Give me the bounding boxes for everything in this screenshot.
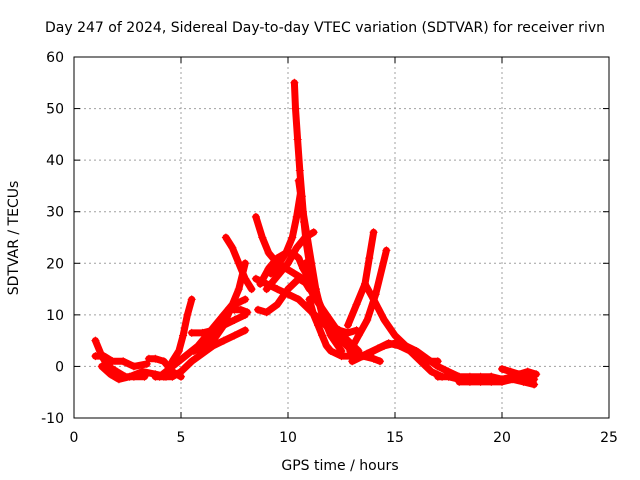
markers-arc-11 [221, 233, 256, 294]
x-axis-ticks: 0 5 10 15 20 25 [70, 57, 618, 446]
plot-frame [73, 56, 610, 419]
chart-title: Day 247 of 2024, Sidereal Day-to-day VTE… [45, 20, 605, 36]
markers-arc-4 [144, 354, 185, 381]
y-axis-label: SDTVAR / TECUs [6, 181, 22, 296]
markers-arc-21 [301, 259, 361, 337]
y-tick-label: 40 [46, 153, 64, 169]
series-arc-22 [305, 295, 356, 360]
gridlines [74, 57, 609, 418]
x-axis-label: GPS time / hours [281, 458, 398, 474]
series-arc-18 [267, 187, 305, 278]
y-tick-label: 0 [55, 359, 64, 375]
markers-arc-24 [346, 246, 391, 355]
y-axis-ticks: -10 0 10 20 30 40 50 60 [41, 50, 609, 427]
y-tick-label: 20 [46, 256, 64, 272]
y-tick-label: 10 [46, 308, 64, 324]
y-tick-label: 50 [46, 102, 64, 118]
y-tick-label: 30 [46, 205, 64, 221]
markers-arc-18 [266, 187, 305, 278]
markers-arc-5 [151, 326, 250, 381]
markers-arc-7 [168, 295, 196, 366]
markers-arc-12 [224, 305, 252, 317]
x-tick-label: 10 [279, 430, 297, 446]
markers-arc-2 [91, 352, 151, 371]
series-arc-20 [295, 177, 345, 355]
x-tick-label: 15 [386, 430, 404, 446]
y-tick-label: 60 [46, 50, 64, 66]
markers-arc-29 [455, 375, 539, 389]
x-tick-label: 25 [600, 430, 618, 446]
data-series-group [91, 79, 540, 388]
data-markers-group [91, 78, 541, 389]
markers-arc-30 [498, 365, 541, 379]
x-tick-label: 5 [177, 430, 186, 446]
x-tick-label: 20 [493, 430, 511, 446]
markers-arc-27 [352, 339, 447, 381]
y-tick-label: -10 [41, 411, 64, 427]
markers-arc-22 [305, 295, 357, 361]
x-tick-label: 0 [70, 430, 79, 446]
